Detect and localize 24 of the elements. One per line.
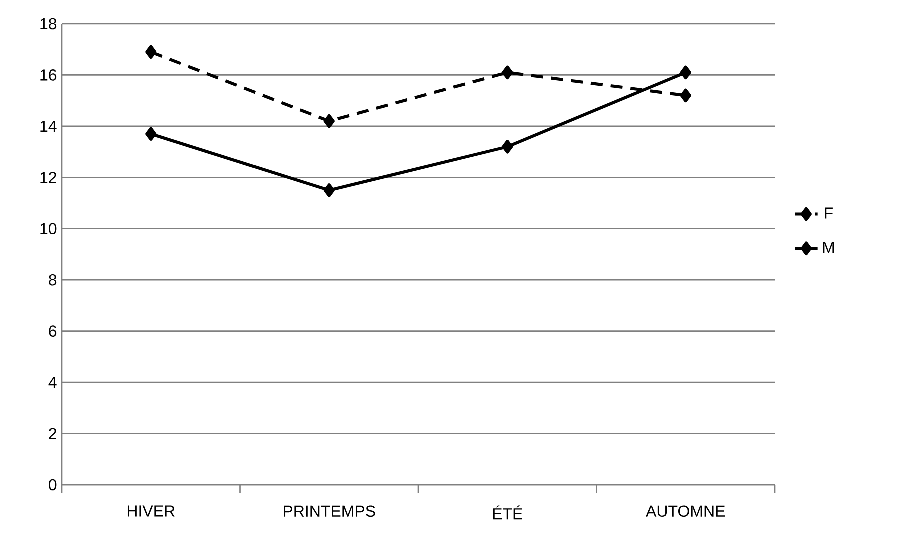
x-tick-label: AUTOMNE xyxy=(646,506,726,518)
point xyxy=(324,184,335,198)
x-tick-label: ÉTÉ xyxy=(493,506,522,520)
point xyxy=(146,127,157,141)
x-tick-label: PRINTEMPS xyxy=(284,506,376,518)
y-tick-label: 4 xyxy=(48,377,57,388)
y-tick-label: 16 xyxy=(40,70,57,81)
x-tick-label: HIVER xyxy=(128,506,175,517)
y-tick-label: 18 xyxy=(40,18,57,30)
y-tick-label: 0 xyxy=(49,479,57,491)
y-tick-label: 2 xyxy=(49,428,56,440)
point xyxy=(502,66,514,80)
y-tick-label: 10 xyxy=(40,223,57,235)
legend-label: M xyxy=(823,242,834,254)
point xyxy=(324,114,335,128)
y-tick-label: 8 xyxy=(49,274,57,286)
legend-label: F xyxy=(825,208,833,219)
point xyxy=(680,66,692,80)
point xyxy=(680,88,692,103)
y-tick-label: 14 xyxy=(40,120,57,132)
y-tick-label: 6 xyxy=(49,326,57,337)
point xyxy=(146,45,157,60)
point xyxy=(502,140,514,154)
y-tick-label: 12 xyxy=(40,172,56,184)
